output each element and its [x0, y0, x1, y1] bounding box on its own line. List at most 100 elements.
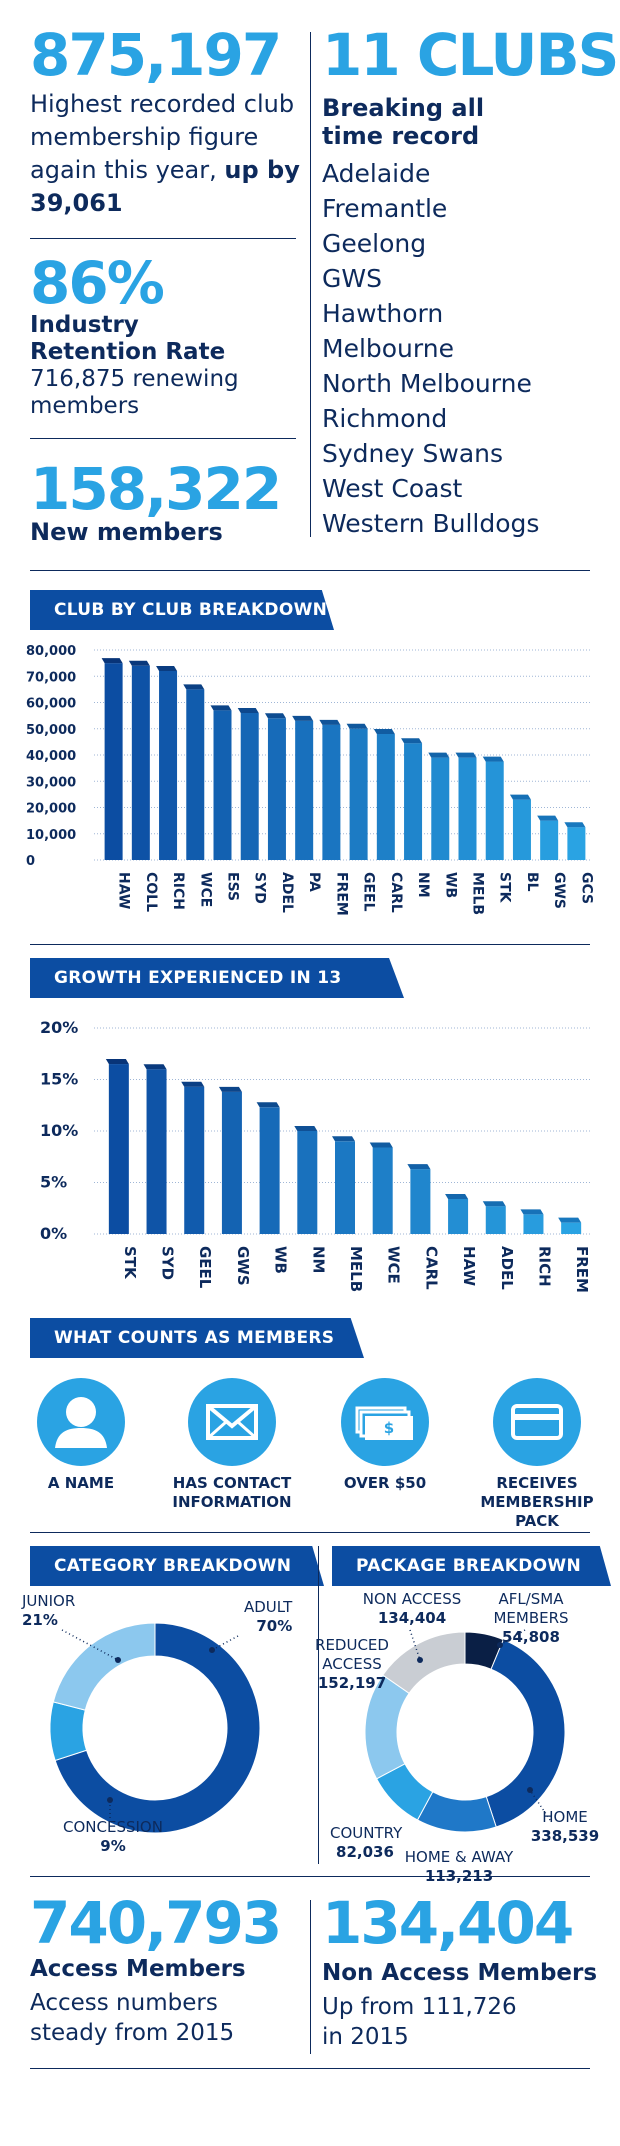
leader-line	[499, 1629, 526, 1646]
bar	[558, 1217, 582, 1234]
nonaccess-desc: Up from 111,726 in 2015	[322, 1994, 517, 2050]
club-name: North Melbourne	[322, 369, 532, 398]
concession-value: 9%	[100, 1837, 126, 1855]
envelope-icon	[188, 1378, 276, 1466]
y-tick-label: 50,000	[26, 723, 76, 738]
bar-rect	[221, 1091, 242, 1234]
bar-top	[564, 822, 586, 828]
category-donut	[49, 1622, 261, 1834]
bar-rect	[372, 1147, 393, 1234]
bar	[537, 815, 559, 860]
y-tick-label: 20%	[40, 1018, 78, 1037]
x-tick-label: RICH	[535, 1246, 553, 1287]
x-tick-label: STK	[121, 1246, 139, 1280]
card-icon	[493, 1378, 581, 1466]
junior-label: JUNIOR 21%	[22, 1592, 75, 1630]
divider	[30, 2068, 590, 2069]
bar-rect	[404, 743, 423, 860]
x-tick-label: HAW	[116, 872, 132, 909]
bar-rect	[184, 1086, 205, 1234]
non-access-label: NON ACCESS 134,404	[362, 1590, 462, 1628]
x-tick-label: CARL	[422, 1246, 440, 1290]
bar-rect	[567, 827, 586, 860]
bar-top	[183, 684, 205, 690]
bar-top	[455, 752, 477, 758]
club-name: Hawthorn	[322, 299, 444, 328]
bar-top	[482, 1201, 506, 1207]
bar-top	[294, 1126, 318, 1131]
bar-top	[256, 1102, 280, 1108]
bar	[319, 719, 341, 860]
bar	[183, 684, 205, 860]
bar	[401, 738, 423, 860]
x-tick-label: ADEL	[498, 1246, 516, 1290]
criteria-label: OVER $50	[343, 1474, 427, 1492]
adult-name: ADULT	[244, 1598, 293, 1616]
bar	[292, 715, 314, 860]
person-icon	[37, 1378, 125, 1466]
x-tick-label: SYD	[159, 1246, 177, 1280]
home-name: HOME	[542, 1808, 588, 1826]
bar-top	[445, 1193, 469, 1199]
bar-rect	[108, 1064, 129, 1234]
leader-dot	[115, 1657, 121, 1663]
x-tick-label: FREM	[333, 872, 349, 916]
bar	[237, 708, 259, 860]
x-tick-label: ESS	[225, 872, 241, 901]
bar-top	[218, 1086, 242, 1092]
bar	[105, 1059, 129, 1234]
vertical-divider	[310, 32, 311, 537]
bar	[445, 1193, 469, 1234]
bar-rect	[448, 1198, 469, 1234]
clubs-value: 11 CLUBS	[322, 21, 619, 89]
leader-dot	[527, 1787, 533, 1793]
new-members-value: 158,322	[30, 455, 282, 523]
country-name: COUNTRY	[330, 1824, 403, 1842]
bar-rect	[322, 724, 341, 860]
bar-top	[292, 715, 314, 721]
bar	[509, 794, 531, 860]
bar-rect	[376, 734, 395, 860]
y-tick-label: 10,000	[26, 828, 76, 843]
bar-top	[101, 658, 123, 664]
bar-top	[156, 666, 178, 671]
x-tick-label: WB	[272, 1246, 290, 1274]
y-tick-label: 40,000	[26, 749, 76, 764]
bar-top	[210, 705, 232, 711]
divider	[30, 1532, 590, 1533]
bar-rect	[267, 718, 286, 860]
x-tick-label: GWS	[234, 1246, 252, 1286]
y-tick-label: 0	[26, 854, 35, 869]
y-tick-label: 30,000	[26, 775, 76, 790]
bar-rect	[186, 689, 205, 860]
nonaccess-value: 134,404	[322, 1889, 574, 1957]
club-name: Sydney Swans	[322, 439, 504, 468]
bar	[156, 666, 178, 860]
growth-svg: 20% 15% 10% 5% 0% STK SYD GEEL GWS WB NM MELB WCE CAR…	[40, 1018, 591, 1293]
leader-dot	[107, 1797, 113, 1803]
junior-name: JUNIOR	[22, 1592, 76, 1610]
divider	[30, 570, 590, 571]
new-members-title: New members	[30, 518, 223, 546]
clubs-list: Adelaide Fremantle Geelong GWS Hawthorn …	[322, 156, 539, 541]
money-icon: $	[341, 1378, 429, 1466]
bar-top	[369, 1142, 393, 1148]
bar-rect	[335, 1141, 355, 1234]
bar-rect	[431, 757, 450, 860]
home-label: HOME 338,539	[530, 1808, 600, 1846]
x-tick-label: WCE	[385, 1246, 403, 1284]
donut-slice	[54, 1622, 261, 1834]
criteria-label: RECEIVES MEMBERSHIP PACK	[480, 1474, 594, 1530]
bar	[332, 1136, 355, 1234]
club-name: West Coast	[322, 474, 463, 503]
donut-slice	[382, 1631, 466, 1694]
bar-rect	[159, 671, 178, 860]
bar-rect	[259, 1107, 280, 1234]
bar	[256, 1102, 280, 1234]
x-tick-label: HAW	[460, 1246, 478, 1286]
category-banner: CATEGORY BREAKDOWN	[30, 1546, 324, 1586]
bar-top	[537, 815, 559, 821]
x-tick-label: PA	[306, 872, 322, 892]
club-name: Fremantle	[322, 194, 448, 223]
retention-title: Industry Retention Rate	[30, 312, 226, 365]
